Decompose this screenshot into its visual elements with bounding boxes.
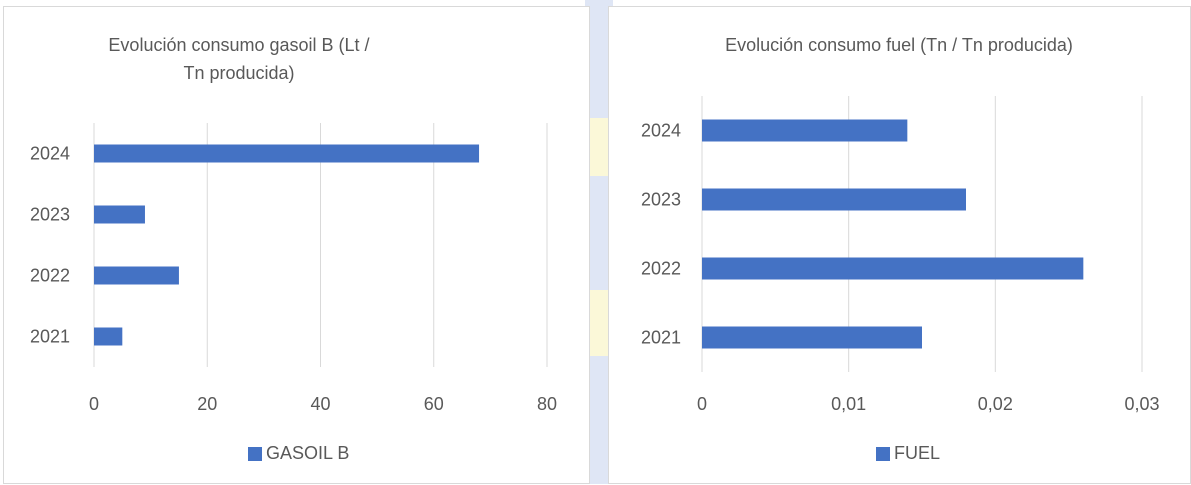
y-category-label: 2023 [30,205,70,225]
chart-title: Evolución consumo gasoil B (Lt / Tn prod… [108,35,370,83]
bar [94,205,145,224]
bar [702,188,966,211]
bar [94,144,480,163]
legend-swatch [248,446,262,461]
bar [702,119,908,142]
x-tick-label: 0,03 [1124,394,1159,414]
x-tick-label: 0,01 [831,394,866,414]
chart-legend: FUEL [876,443,940,464]
bar [94,327,123,346]
x-tick-label: 60 [424,394,444,414]
legend-label: GASOIL B [266,443,350,463]
y-category-label: 2024 [641,121,681,141]
chart-legend: GASOIL B [248,443,349,464]
x-tick-label: 0,02 [978,394,1013,414]
chart-panel-fuel: Evolución consumo fuel (Tn / Tn producid… [608,6,1191,484]
chart-panel-gasoil: Evolución consumo gasoil B (Lt / Tn prod… [3,6,590,484]
x-tick-label: 20 [197,394,217,414]
x-tick-label: 80 [537,394,557,414]
bar [702,326,922,349]
y-category-label: 2022 [641,259,681,279]
bar [94,266,179,285]
x-tick-label: 40 [310,394,330,414]
x-tick-label: 0 [697,394,707,414]
chart-plot-fuel: 0 0,01 0,02 0,03 2021 2022 2023 2024 [641,96,1160,414]
bar [702,257,1084,280]
y-category-label: 2021 [641,328,681,348]
y-category-label: 2022 [30,266,70,286]
y-category-label: 2024 [30,144,70,164]
chart-plot-gasoil: 0 20 40 60 80 2021 2022 2023 2024 [30,123,557,414]
legend-label: FUEL [894,443,941,463]
background-highlight [590,290,612,356]
y-category-label: 2023 [641,190,681,210]
chart-title: Evolución consumo fuel (Tn / Tn producid… [725,35,1073,55]
x-tick-label: 0 [89,394,99,414]
legend-swatch [876,446,890,461]
y-category-label: 2021 [30,327,70,347]
